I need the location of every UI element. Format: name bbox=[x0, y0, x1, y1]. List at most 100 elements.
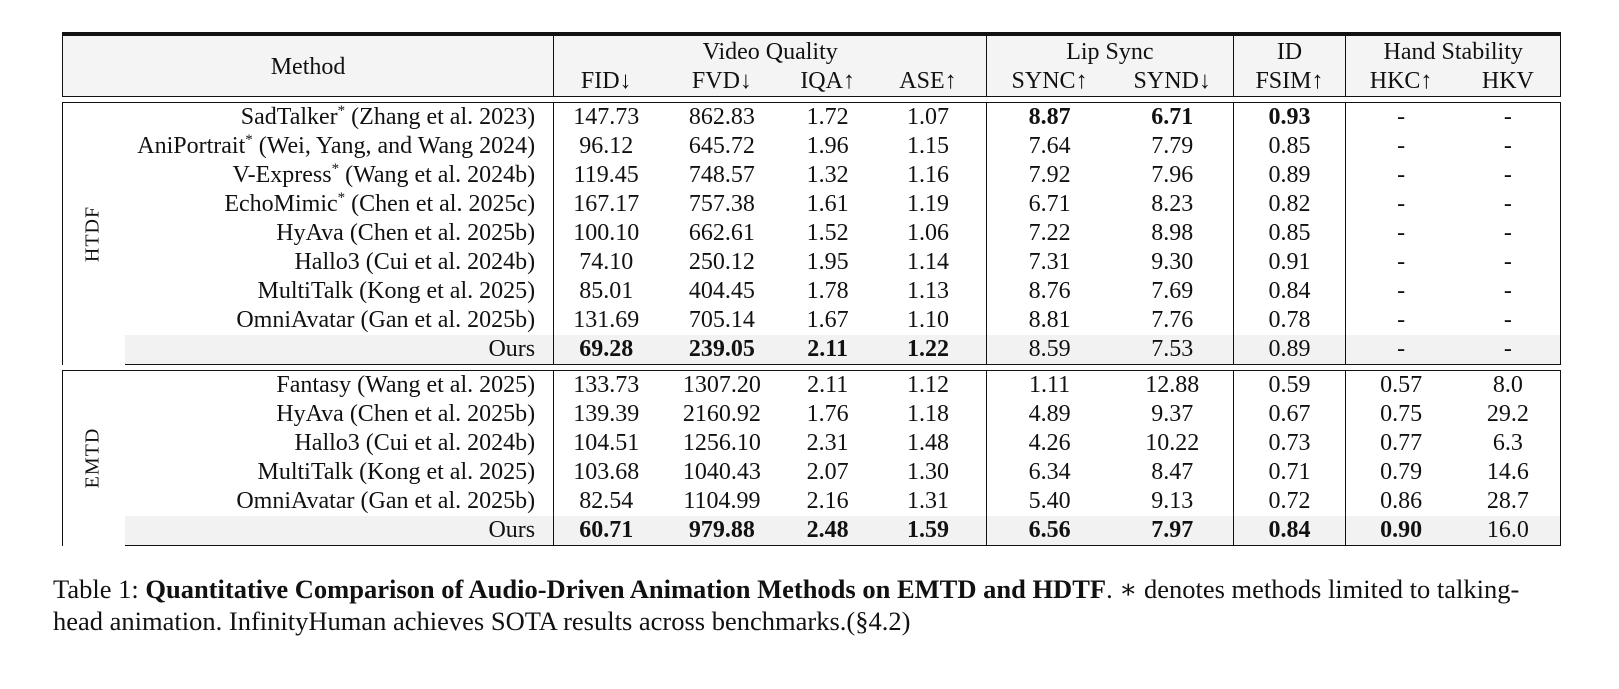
value-cell: 1.06 bbox=[870, 219, 987, 248]
cell-value: - bbox=[1397, 104, 1406, 130]
value-cell: 9.30 bbox=[1112, 248, 1233, 277]
cell-value: 0.75 bbox=[1380, 401, 1423, 427]
cell-value: 7.64 bbox=[1028, 133, 1071, 159]
value-cell: 1.52 bbox=[786, 219, 870, 248]
cell-value: 0.86 bbox=[1380, 488, 1423, 514]
method-citation: (Wang et al. 2025) bbox=[351, 372, 536, 398]
value-cell: 103.68 bbox=[553, 458, 659, 487]
value-cell: 1.61 bbox=[786, 190, 870, 219]
method-cell: HyAva (Chen et al. 2025b) bbox=[125, 400, 554, 429]
cell-value: 1.12 bbox=[906, 372, 949, 398]
method-citation: (Chen et al. 2025b) bbox=[343, 401, 536, 427]
value-cell: 404.45 bbox=[658, 277, 785, 306]
caption-title: Quantitative Comparison of Audio-Driven … bbox=[145, 574, 1107, 604]
group-emtd: EMTD Fantasy (Wang et al. 2025) 133.73 1307… bbox=[61, 370, 1561, 546]
value-cell: 7.69 bbox=[1112, 277, 1233, 306]
cell-value: 2.07 bbox=[806, 459, 849, 485]
cell-value: - bbox=[1397, 307, 1406, 333]
cell-value: 404.45 bbox=[688, 278, 755, 304]
method-citation: (Wei, Yang, and Wang 2024) bbox=[252, 133, 536, 159]
cell-value: - bbox=[1503, 307, 1512, 333]
method-name: Ours bbox=[488, 517, 536, 543]
value-cell: 7.76 bbox=[1112, 306, 1233, 335]
cell-value: 60.71 bbox=[579, 517, 634, 543]
value-cell: 662.61 bbox=[658, 219, 785, 248]
cell-value: 6.3 bbox=[1492, 430, 1523, 456]
value-cell: 0.59 bbox=[1232, 370, 1346, 400]
value-cell: 1.76 bbox=[786, 400, 870, 429]
cell-value: 1.59 bbox=[906, 517, 949, 543]
method-star: * bbox=[245, 132, 253, 148]
cell-value: 6.71 bbox=[1151, 104, 1194, 130]
value-cell: 0.77 bbox=[1345, 429, 1456, 458]
method-star: * bbox=[337, 190, 346, 206]
cell-value: 1307.20 bbox=[682, 372, 761, 398]
cell-value: 0.85 bbox=[1268, 220, 1311, 246]
value-cell: 10.22 bbox=[1112, 429, 1233, 458]
cell-value: 74.10 bbox=[579, 249, 634, 275]
cell-value: 1.14 bbox=[906, 249, 949, 275]
cell-value: - bbox=[1503, 191, 1512, 217]
table-row: HyAva (Chen et al. 2025b) 139.39 2160.92 1.… bbox=[63, 400, 1561, 429]
value-cell: - bbox=[1455, 102, 1561, 132]
method-cell: Ours bbox=[124, 516, 554, 546]
cell-value: 104.51 bbox=[573, 430, 640, 456]
value-cell: - bbox=[1455, 306, 1561, 335]
value-cell: - bbox=[1345, 190, 1456, 219]
results-table: Method Video Quality Lip Sync ID Hand St… bbox=[61, 32, 1561, 546]
value-cell: 1.13 bbox=[870, 277, 987, 306]
value-cell: - bbox=[1455, 248, 1561, 277]
cell-value: 1.30 bbox=[906, 459, 949, 485]
value-cell: 0.91 bbox=[1232, 248, 1346, 277]
cell-value: 1.06 bbox=[906, 220, 949, 246]
header-metric: SYNC↑ bbox=[986, 66, 1112, 97]
value-cell: 8.0 bbox=[1455, 370, 1561, 400]
value-cell: - bbox=[1455, 190, 1561, 219]
cell-value: 1.32 bbox=[806, 162, 849, 188]
value-cell: 1104.99 bbox=[658, 487, 785, 516]
value-cell: 1.59 bbox=[869, 516, 987, 546]
value-cell: - bbox=[1345, 248, 1456, 277]
method-name: EchoMimic bbox=[224, 191, 338, 217]
cell-value: 10.22 bbox=[1145, 430, 1200, 456]
method-star: * bbox=[331, 161, 340, 177]
value-cell: 705.14 bbox=[658, 306, 785, 335]
cell-value: 0.72 bbox=[1268, 488, 1311, 514]
value-cell: 104.51 bbox=[553, 429, 659, 458]
value-cell: 1.18 bbox=[870, 400, 987, 429]
value-cell: 6.71 bbox=[986, 190, 1112, 219]
cell-value: 0.85 bbox=[1268, 133, 1311, 159]
cell-value: - bbox=[1503, 336, 1512, 362]
group-label: HTDF bbox=[81, 205, 104, 262]
value-cell: 85.01 bbox=[553, 277, 659, 306]
caption-prefix: Table 1: bbox=[53, 574, 146, 604]
table-row: OmniAvatar (Gan et al. 2025b) 131.69 705.1… bbox=[63, 306, 1561, 335]
value-cell: 0.84 bbox=[1232, 277, 1346, 306]
value-cell: - bbox=[1455, 219, 1561, 248]
method-cell: OmniAvatar (Gan et al. 2025b) bbox=[125, 306, 554, 335]
value-cell: 60.71 bbox=[553, 516, 659, 546]
cell-value: 7.69 bbox=[1151, 278, 1194, 304]
value-cell: - bbox=[1345, 335, 1456, 365]
cell-value: 0.93 bbox=[1268, 104, 1311, 130]
value-cell: 250.12 bbox=[658, 248, 785, 277]
value-cell: 1.15 bbox=[870, 132, 987, 161]
value-cell: 82.54 bbox=[553, 487, 659, 516]
header-group-id: ID bbox=[1232, 32, 1346, 66]
cell-value: 1.19 bbox=[906, 191, 949, 217]
cell-value: 1.96 bbox=[806, 133, 849, 159]
cell-value: 133.73 bbox=[573, 372, 640, 398]
value-cell: - bbox=[1345, 219, 1456, 248]
value-cell: - bbox=[1345, 102, 1456, 132]
method-name: SadTalker bbox=[240, 104, 338, 130]
value-cell: 14.6 bbox=[1455, 458, 1561, 487]
value-cell: - bbox=[1455, 277, 1561, 306]
method-name: MultiTalk bbox=[257, 278, 354, 304]
value-cell: 8.23 bbox=[1112, 190, 1233, 219]
cell-value: 131.69 bbox=[573, 307, 640, 333]
cell-value: 0.91 bbox=[1268, 249, 1311, 275]
cell-value: 1.22 bbox=[906, 336, 949, 362]
method-name: Hallo3 bbox=[294, 249, 360, 275]
cell-value: 1256.10 bbox=[682, 430, 761, 456]
value-cell: 0.84 bbox=[1232, 516, 1346, 546]
